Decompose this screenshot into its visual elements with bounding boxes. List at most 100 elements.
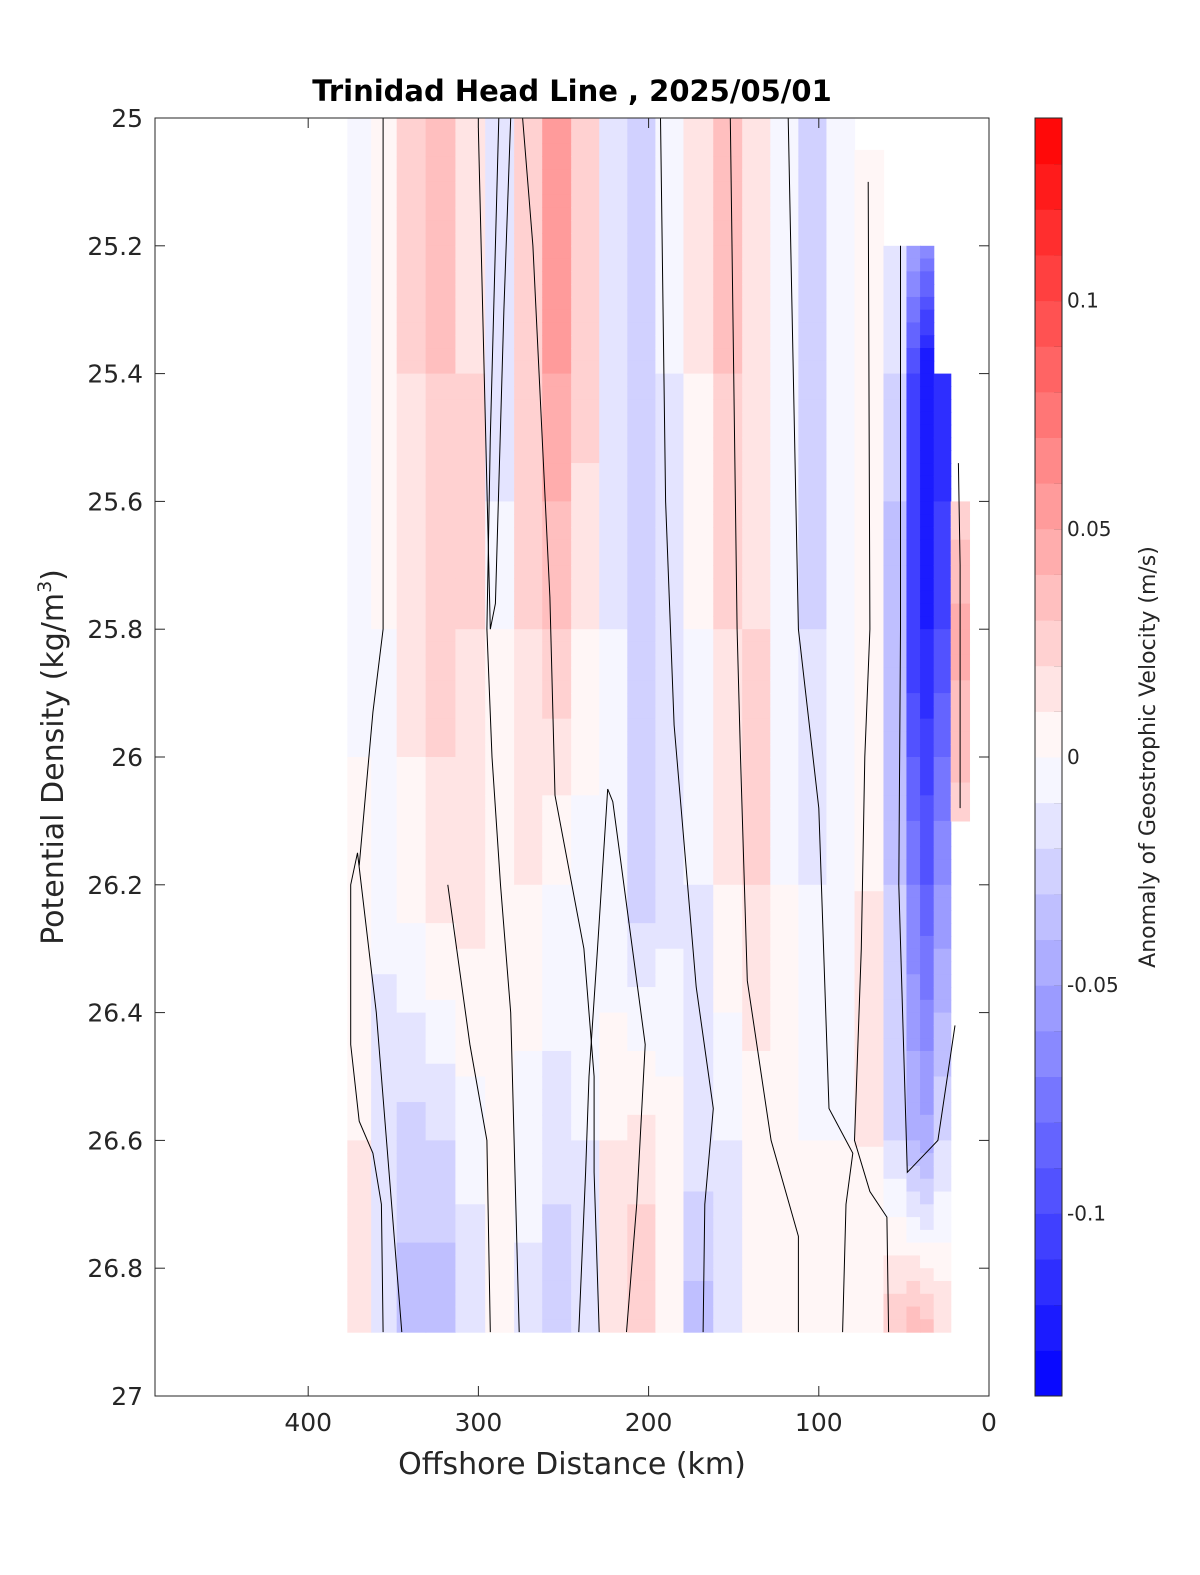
heatmap-cell bbox=[742, 948, 771, 963]
heatmap-cell bbox=[425, 348, 457, 362]
heatmap-cell bbox=[655, 1076, 685, 1090]
heatmap-cell bbox=[655, 820, 685, 835]
heatmap-cell bbox=[599, 667, 628, 681]
heatmap-cell bbox=[683, 169, 714, 183]
heatmap-cell bbox=[920, 1153, 935, 1167]
heatmap-cell bbox=[599, 194, 628, 209]
heatmap-cell bbox=[425, 782, 457, 796]
heatmap-cell bbox=[742, 181, 771, 196]
heatmap-cell bbox=[742, 143, 771, 157]
heatmap-cell bbox=[571, 1076, 600, 1090]
heatmap-cell bbox=[798, 1255, 828, 1269]
colorbar-level bbox=[1035, 346, 1062, 393]
heatmap-cell bbox=[826, 948, 856, 963]
heatmap-cell bbox=[455, 526, 486, 541]
heatmap-cell bbox=[683, 475, 714, 490]
heatmap-cell bbox=[906, 897, 921, 911]
heatmap-cell bbox=[883, 475, 908, 490]
heatmap-cell bbox=[854, 712, 885, 726]
heatmap-cell bbox=[542, 987, 572, 1001]
heatmap-cell bbox=[826, 156, 856, 170]
heatmap-cell bbox=[371, 935, 398, 950]
heatmap-cell bbox=[683, 859, 714, 873]
heatmap-cell bbox=[571, 1268, 600, 1282]
heatmap-cell bbox=[455, 296, 486, 311]
heatmap-cell bbox=[826, 360, 856, 375]
heatmap-cell bbox=[906, 1293, 921, 1308]
heatmap-cells bbox=[347, 118, 971, 1333]
heatmap-cell bbox=[798, 514, 828, 528]
heatmap-cell bbox=[571, 910, 600, 924]
heatmap-cell bbox=[920, 411, 935, 426]
heatmap-cell bbox=[571, 271, 600, 285]
heatmap-cell bbox=[906, 935, 921, 950]
heatmap-cell bbox=[713, 820, 743, 835]
heatmap-cell bbox=[485, 1089, 515, 1103]
heatmap-cell bbox=[883, 999, 908, 1014]
heatmap-cell bbox=[627, 450, 656, 464]
heatmap-cell bbox=[571, 808, 600, 822]
heatmap-cell bbox=[425, 437, 457, 451]
heatmap-cell bbox=[542, 1217, 572, 1231]
heatmap-cell bbox=[455, 795, 486, 809]
heatmap-cell bbox=[883, 1178, 908, 1193]
heatmap-cell bbox=[798, 130, 828, 145]
heatmap-cell bbox=[826, 654, 856, 669]
heatmap-cell bbox=[371, 488, 398, 502]
heatmap-cell bbox=[347, 1293, 372, 1308]
heatmap-cell bbox=[883, 1229, 908, 1244]
heatmap-cell bbox=[627, 1178, 656, 1193]
heatmap-cell bbox=[425, 948, 457, 963]
heatmap-cell bbox=[713, 399, 743, 413]
heatmap-cell bbox=[571, 1140, 600, 1154]
heatmap-cell bbox=[742, 220, 771, 234]
heatmap-cell bbox=[713, 935, 743, 950]
heatmap-cell bbox=[713, 603, 743, 618]
heatmap-cell bbox=[906, 1178, 921, 1193]
heatmap-cell bbox=[854, 162, 885, 177]
heatmap-cell bbox=[371, 974, 398, 988]
heatmap-cell bbox=[347, 233, 372, 247]
contour-line bbox=[660, 117, 714, 1333]
heatmap-cell bbox=[713, 1038, 743, 1052]
heatmap-cell bbox=[798, 757, 828, 771]
heatmap-cell bbox=[571, 590, 600, 605]
heatmap-cell bbox=[455, 846, 486, 860]
heatmap-cell bbox=[571, 194, 600, 209]
heatmap-cell bbox=[826, 1114, 856, 1129]
heatmap-cell bbox=[627, 296, 656, 311]
heatmap-cell bbox=[742, 795, 771, 809]
heatmap-cell bbox=[425, 309, 457, 324]
heatmap-cell bbox=[683, 693, 714, 707]
heatmap-cell bbox=[770, 731, 799, 745]
heatmap-cell bbox=[396, 271, 427, 285]
heatmap-cell bbox=[371, 552, 398, 566]
heatmap-cell bbox=[683, 948, 714, 963]
heatmap-cell bbox=[713, 731, 743, 745]
heatmap-cell bbox=[599, 590, 628, 605]
heatmap-cell bbox=[798, 782, 828, 796]
heatmap-cell bbox=[770, 1038, 799, 1052]
heatmap-cell bbox=[683, 578, 714, 592]
heatmap-cell bbox=[627, 1255, 656, 1269]
heatmap-cell bbox=[770, 348, 799, 362]
heatmap-cell bbox=[742, 859, 771, 873]
heatmap-cell bbox=[906, 1255, 921, 1269]
heatmap-cell bbox=[599, 961, 628, 975]
heatmap-cell bbox=[347, 156, 372, 170]
heatmap-cell bbox=[571, 463, 600, 477]
heatmap-cell bbox=[396, 437, 427, 451]
heatmap-cell bbox=[599, 1050, 628, 1065]
heatmap-cell bbox=[396, 1178, 427, 1193]
heatmap-cell bbox=[599, 565, 628, 579]
heatmap-cell bbox=[933, 514, 952, 528]
heatmap-cell bbox=[347, 169, 372, 183]
heatmap-cell bbox=[485, 590, 515, 605]
heatmap-cell bbox=[713, 450, 743, 464]
heatmap-cell bbox=[655, 373, 685, 387]
heatmap-cell bbox=[770, 463, 799, 477]
heatmap-cell bbox=[933, 718, 952, 733]
heatmap-cell bbox=[571, 539, 600, 554]
heatmap-cell bbox=[571, 424, 600, 439]
heatmap-cell bbox=[347, 424, 372, 439]
